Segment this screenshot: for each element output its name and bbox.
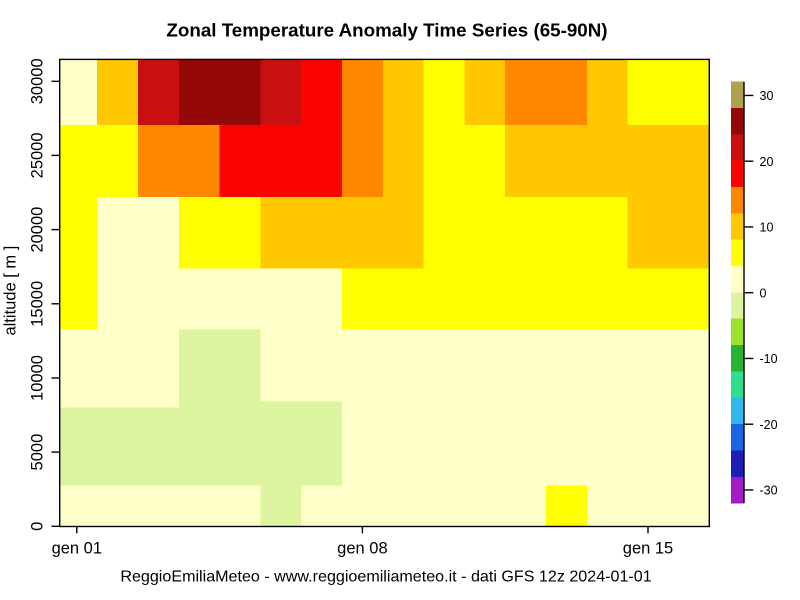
- svg-text:10: 10: [760, 221, 774, 235]
- svg-text:Zonal Temperature Anomaly Time: Zonal Temperature Anomaly Time Series (6…: [166, 20, 607, 41]
- svg-text:altitude [ m ]: altitude [ m ]: [2, 246, 20, 336]
- svg-text:30000: 30000: [29, 58, 47, 104]
- svg-text:gen 15: gen 15: [623, 540, 673, 558]
- svg-text:20000: 20000: [29, 207, 47, 253]
- svg-text:-10: -10: [760, 352, 778, 366]
- svg-text:5000: 5000: [29, 434, 47, 471]
- svg-text:-30: -30: [760, 484, 778, 498]
- svg-text:ReggioEmiliaMeteo - www.reggio: ReggioEmiliaMeteo - www.reggioemiliamete…: [120, 568, 651, 586]
- svg-text:0: 0: [29, 522, 47, 531]
- svg-text:gen 01: gen 01: [52, 540, 102, 558]
- svg-text:25000: 25000: [29, 132, 47, 178]
- svg-text:15000: 15000: [29, 281, 47, 327]
- svg-text:30: 30: [760, 89, 774, 103]
- svg-text:gen 08: gen 08: [337, 540, 387, 558]
- svg-text:0: 0: [760, 286, 767, 300]
- svg-text:20: 20: [760, 155, 774, 169]
- svg-text:10000: 10000: [29, 355, 47, 401]
- svg-text:-20: -20: [760, 418, 778, 432]
